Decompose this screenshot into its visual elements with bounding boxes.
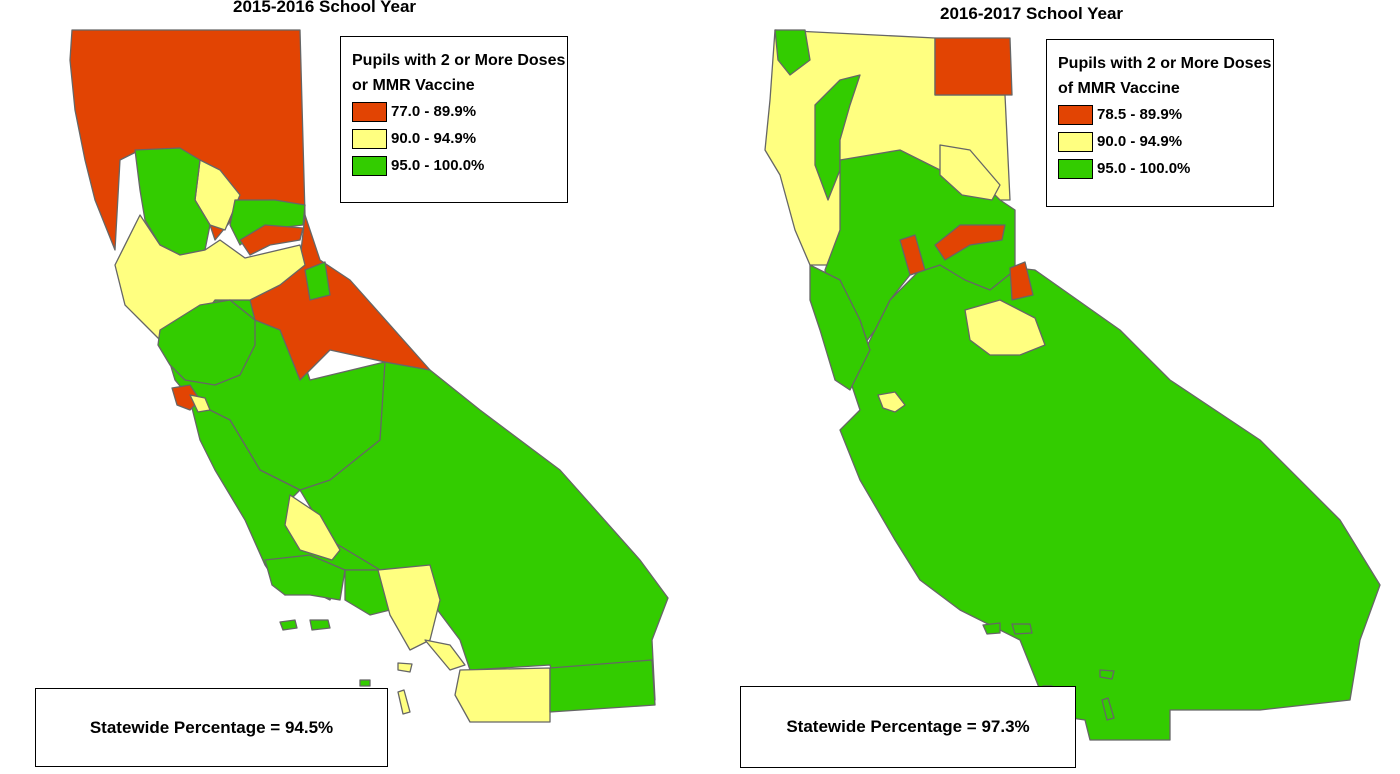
island-3 xyxy=(1099,669,1115,680)
county-region-imperial-green[interactable] xyxy=(549,659,656,713)
county-region-modoc-red[interactable] xyxy=(934,37,1013,96)
map-title: 2016-2017 School Year xyxy=(940,4,1124,23)
county-region-sierra-red-2[interactable] xyxy=(934,224,1006,261)
statewide-percentage: Statewide Percentage = 97.3% xyxy=(786,717,1030,736)
county-region-sierra-yellow[interactable] xyxy=(964,299,1046,356)
county-region-red-band[interactable] xyxy=(239,224,304,256)
legend-label: 95.0 - 100.0% xyxy=(391,157,485,174)
map-legend: Pupils with 2 or More Doses of MMR Vacci… xyxy=(1046,39,1274,207)
county-region-bay-yellow[interactable] xyxy=(114,214,306,341)
county-region-orange-yellow[interactable] xyxy=(424,639,466,671)
county-region-ventura[interactable] xyxy=(344,569,391,616)
map-title: 2015-2016 School Year xyxy=(233,0,417,16)
map-panel-2015-2016: 2015-2016 School Year xyxy=(35,0,669,767)
california-county-map xyxy=(764,29,1381,741)
island-2 xyxy=(309,619,331,631)
island-2 xyxy=(1011,623,1033,635)
island-4 xyxy=(1101,697,1115,721)
legend-item: 77.0 - 89.9% xyxy=(341,98,567,125)
legend-item: 90.0 - 94.9% xyxy=(341,125,567,152)
legend-item: 78.5 - 89.9% xyxy=(1047,101,1273,128)
legend-swatch-yellow xyxy=(1058,131,1093,152)
county-region-delnorte-green[interactable] xyxy=(774,29,811,76)
legend-item: 95.0 - 100.0% xyxy=(341,152,567,179)
county-region-sierra-red-1[interactable] xyxy=(899,234,926,276)
island-1 xyxy=(982,622,1001,635)
legend-label: 77.0 - 89.9% xyxy=(391,103,477,120)
county-region-sierra-green[interactable] xyxy=(304,261,331,301)
legend-label: 90.0 - 94.9% xyxy=(1097,133,1183,150)
island-4 xyxy=(397,689,411,715)
county-regions xyxy=(764,29,1381,741)
california-county-map xyxy=(69,29,669,723)
legend-item: 95.0 - 100.0% xyxy=(1047,155,1273,182)
legend-item: 90.0 - 94.9% xyxy=(1047,128,1273,155)
county-region-bay-yellow[interactable] xyxy=(877,391,906,413)
county-region-yellow-small[interactable] xyxy=(939,144,1001,201)
county-region-la-yellow[interactable] xyxy=(377,564,441,651)
statewide-percentage: Statewide Percentage = 94.5% xyxy=(89,717,334,737)
legend-label: 78.5 - 89.9% xyxy=(1097,106,1183,123)
statewide-percentage-box: Statewide Percentage = 97.3% xyxy=(740,686,1076,768)
map-legend: Pupils with 2 or More Doses or MMR Vacci… xyxy=(340,36,568,203)
legend-title: Pupils with 2 or More Doses or MMR Vacci… xyxy=(352,52,566,94)
county-region-kern-yellow[interactable] xyxy=(284,494,341,561)
county-region-bay-yellow-2[interactable] xyxy=(189,394,211,413)
legend-swatch-green xyxy=(1058,158,1093,179)
map-panel-2016-2017: 2016-2017 School Year xyxy=(700,0,1400,774)
legend-title: Pupils with 2 or More Doses of MMR Vacci… xyxy=(1058,55,1272,97)
island-5 xyxy=(359,679,371,687)
island-1 xyxy=(279,619,298,631)
county-region-santa-barbara[interactable] xyxy=(264,554,346,601)
island-3 xyxy=(397,662,413,673)
county-regions xyxy=(69,29,669,723)
legend-swatch-yellow xyxy=(352,128,387,149)
statewide-percentage-box: Statewide Percentage = 94.5% xyxy=(35,688,388,767)
county-region-sandiego-yellow[interactable] xyxy=(454,667,551,723)
legend-swatch-green xyxy=(352,155,387,176)
county-region-trinity-green[interactable] xyxy=(814,74,861,201)
county-region-sierra-red-3[interactable] xyxy=(1009,261,1034,301)
legend-label: 90.0 - 94.9% xyxy=(391,130,477,147)
legend-swatch-red xyxy=(352,101,387,122)
county-region-coast-green[interactable] xyxy=(809,264,871,391)
county-region-southeast[interactable] xyxy=(839,259,1381,741)
legend-label: 95.0 - 100.0% xyxy=(1097,160,1191,177)
county-region-delta-green[interactable] xyxy=(157,299,256,386)
legend-swatch-red xyxy=(1058,104,1093,125)
